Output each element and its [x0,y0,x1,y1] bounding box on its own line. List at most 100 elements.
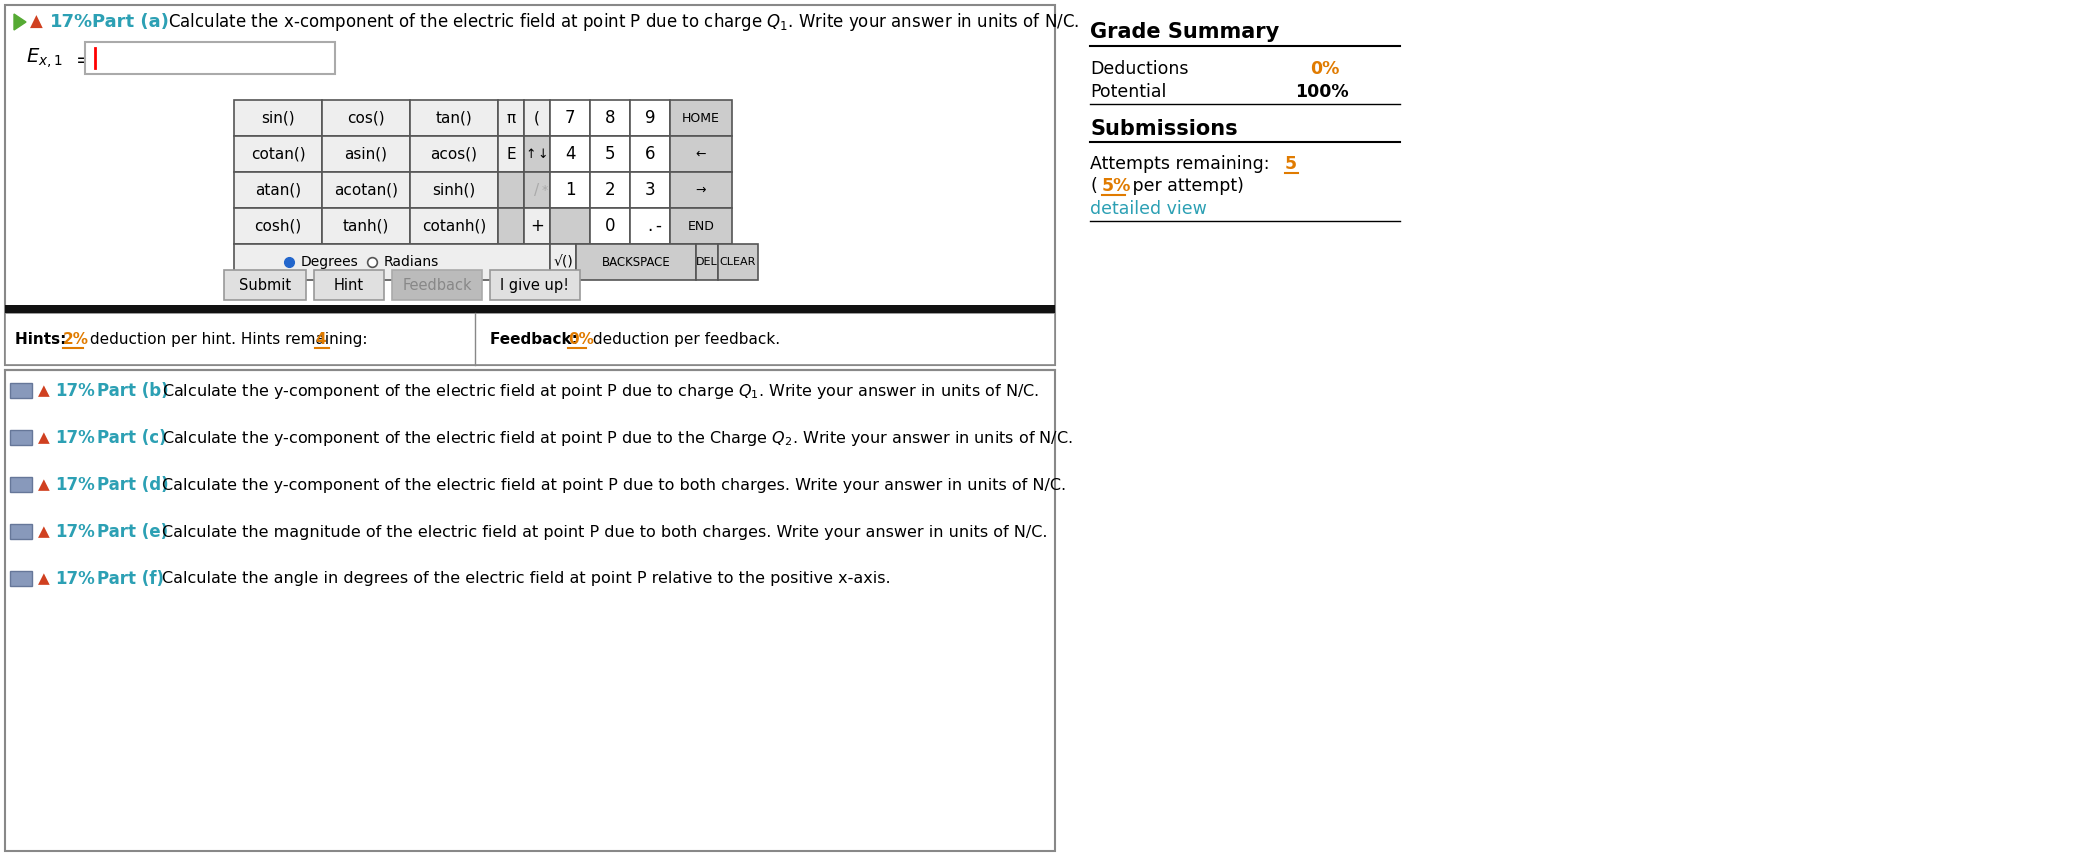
Text: 4: 4 [564,145,575,163]
Text: Calculate the angle in degrees of the electric field at point P relative to the : Calculate the angle in degrees of the el… [163,572,890,586]
Text: 0%: 0% [568,331,594,347]
Text: 0: 0 [604,217,614,235]
Text: Grade Summary: Grade Summary [1091,22,1279,42]
Text: HOME: HOME [681,111,719,124]
Text: 17%: 17% [54,570,94,588]
FancyBboxPatch shape [525,136,550,172]
FancyBboxPatch shape [489,270,581,300]
Text: 0%: 0% [1310,60,1340,78]
Text: sinh(): sinh() [433,182,477,198]
FancyBboxPatch shape [550,208,589,244]
FancyBboxPatch shape [10,477,31,492]
Text: ←: ← [696,147,706,161]
Text: cosh(): cosh() [255,218,301,234]
Text: ▲: ▲ [38,572,50,586]
FancyBboxPatch shape [224,270,305,300]
Text: 8: 8 [604,109,614,127]
Text: 2: 2 [604,181,614,199]
FancyBboxPatch shape [4,370,1055,851]
FancyBboxPatch shape [410,172,497,208]
Text: 4: 4 [316,331,326,347]
Polygon shape [15,14,25,30]
Text: Part (e): Part (e) [96,523,167,541]
Text: ▲: ▲ [38,431,50,445]
Text: Calculate the y-component of the electric field at point P due to charge $Q_1$. : Calculate the y-component of the electri… [163,382,1039,401]
Text: ▲: ▲ [38,478,50,492]
Text: atan(): atan() [255,182,301,198]
Text: Deductions: Deductions [1091,60,1189,78]
FancyBboxPatch shape [410,100,497,136]
FancyBboxPatch shape [629,172,671,208]
Text: acos(): acos() [431,146,477,162]
Text: ↑: ↑ [527,147,537,161]
Text: 5: 5 [1285,155,1298,173]
FancyBboxPatch shape [589,208,629,244]
FancyBboxPatch shape [234,136,322,172]
FancyBboxPatch shape [589,136,629,172]
Text: acotan(): acotan() [334,182,397,198]
Text: deduction per feedback.: deduction per feedback. [587,331,780,347]
Text: Part (d): Part (d) [96,476,169,494]
FancyBboxPatch shape [410,136,497,172]
Text: 5: 5 [604,145,614,163]
Text: *: * [541,183,548,197]
Text: Radians: Radians [385,255,439,269]
Text: E: E [506,146,516,162]
Text: cotanh(): cotanh() [422,218,487,234]
Text: Feedback:: Feedback: [489,331,583,347]
FancyBboxPatch shape [589,172,629,208]
Text: tan(): tan() [435,110,472,126]
FancyBboxPatch shape [550,172,589,208]
FancyBboxPatch shape [497,172,525,208]
Text: Part (c): Part (c) [96,429,167,447]
Text: I give up!: I give up! [500,277,568,293]
FancyBboxPatch shape [629,100,671,136]
FancyBboxPatch shape [234,172,322,208]
Text: ↓: ↓ [537,147,548,161]
FancyBboxPatch shape [322,136,410,172]
Text: cos(): cos() [347,110,385,126]
Text: Attempts remaining:: Attempts remaining: [1091,155,1275,173]
Text: 6: 6 [644,145,656,163]
FancyBboxPatch shape [577,244,696,280]
FancyBboxPatch shape [497,100,525,136]
FancyBboxPatch shape [629,208,671,244]
Text: Part (b): Part (b) [96,382,169,400]
Text: 7: 7 [564,109,575,127]
Text: (: ( [1091,177,1097,195]
Text: Calculate the y-component of the electric field at point P due to both charges. : Calculate the y-component of the electri… [163,478,1066,492]
FancyBboxPatch shape [550,244,577,280]
FancyBboxPatch shape [671,172,731,208]
Text: Hints:: Hints: [15,331,71,347]
Text: Calculate the magnitude of the electric field at point P due to both charges. Wr: Calculate the magnitude of the electric … [163,525,1047,539]
Text: Part (a): Part (a) [92,13,169,31]
Text: Calculate the y-component of the electric field at point P due to the Charge $Q_: Calculate the y-component of the electri… [163,429,1072,448]
Text: /: / [535,182,539,198]
Text: 17%: 17% [54,523,94,541]
FancyBboxPatch shape [550,136,589,172]
FancyBboxPatch shape [4,313,1055,365]
Text: END: END [688,219,715,233]
Text: CLEAR: CLEAR [719,257,757,267]
Text: Calculate the x-component of the electric field at point P due to charge $Q_1$. : Calculate the x-component of the electri… [167,11,1078,33]
Text: Submit: Submit [238,277,291,293]
Text: 5%: 5% [1101,177,1131,195]
Text: π: π [506,110,516,126]
FancyBboxPatch shape [671,208,731,244]
FancyBboxPatch shape [410,208,497,244]
Text: ▲: ▲ [38,525,50,539]
FancyBboxPatch shape [234,208,322,244]
Text: 100%: 100% [1296,83,1348,101]
FancyBboxPatch shape [234,244,550,280]
FancyBboxPatch shape [234,100,322,136]
Text: Degrees: Degrees [301,255,359,269]
FancyBboxPatch shape [671,136,731,172]
FancyBboxPatch shape [719,244,759,280]
FancyBboxPatch shape [671,100,731,136]
FancyBboxPatch shape [10,430,31,445]
Text: cotan(): cotan() [251,146,305,162]
FancyBboxPatch shape [497,136,525,172]
FancyBboxPatch shape [314,270,385,300]
FancyBboxPatch shape [550,100,589,136]
Text: detailed view: detailed view [1091,200,1206,218]
